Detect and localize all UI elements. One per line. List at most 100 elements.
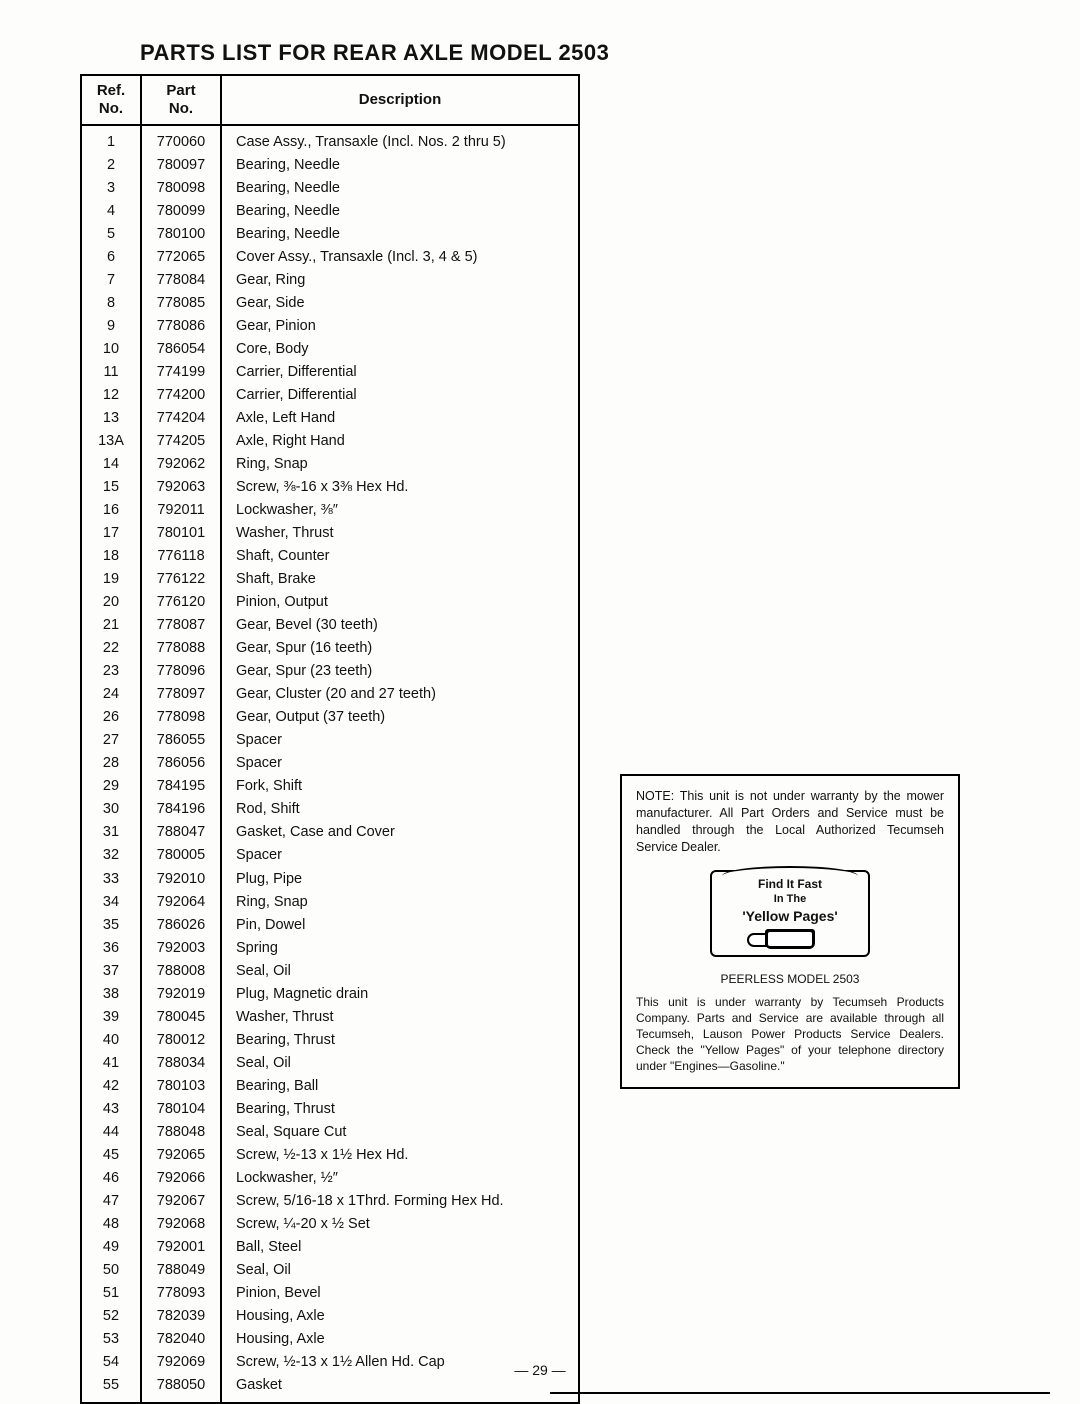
- cell-ref: 35: [81, 914, 141, 937]
- page-title: PARTS LIST FOR REAR AXLE MODEL 2503: [140, 40, 1030, 66]
- yp-line1: Find It Fast: [718, 876, 862, 892]
- table-row: 39780045Washer, Thrust: [81, 1006, 579, 1029]
- cell-ref: 50: [81, 1259, 141, 1282]
- cell-part: 788008: [141, 960, 221, 983]
- cell-part: 788034: [141, 1052, 221, 1075]
- table-row: 12774200Carrier, Differential: [81, 384, 579, 407]
- table-row: 4780099Bearing, Needle: [81, 200, 579, 223]
- yp-line2: In The: [718, 892, 862, 907]
- cell-ref: 6: [81, 246, 141, 269]
- cell-part: 792011: [141, 499, 221, 522]
- cell-desc: Bearing, Ball: [221, 1075, 579, 1098]
- cell-desc: Gear, Bevel (30 teeth): [221, 614, 579, 637]
- cell-part: 788047: [141, 821, 221, 844]
- cell-ref: 31: [81, 821, 141, 844]
- table-row: 2780097Bearing, Needle: [81, 154, 579, 177]
- table-row: 33792010Plug, Pipe: [81, 868, 579, 891]
- cell-part: 774199: [141, 361, 221, 384]
- table-row: 34792064Ring, Snap: [81, 891, 579, 914]
- cell-part: 776122: [141, 568, 221, 591]
- cell-desc: Ring, Snap: [221, 891, 579, 914]
- cell-desc: Plug, Pipe: [221, 868, 579, 891]
- cell-desc: Bearing, Thrust: [221, 1029, 579, 1052]
- table-row: 21778087Gear, Bevel (30 teeth): [81, 614, 579, 637]
- cell-desc: Washer, Thrust: [221, 522, 579, 545]
- table-row: 19776122Shaft, Brake: [81, 568, 579, 591]
- page-number: — 29 —: [0, 1362, 1080, 1378]
- cell-part: 792019: [141, 983, 221, 1006]
- cell-desc: Gear, Pinion: [221, 315, 579, 338]
- cell-ref: 48: [81, 1213, 141, 1236]
- table-row: 48792068Screw, ¼-20 x ½ Set: [81, 1213, 579, 1236]
- cell-part: 780098: [141, 177, 221, 200]
- cell-part: 780101: [141, 522, 221, 545]
- table-row: 7778084Gear, Ring: [81, 269, 579, 292]
- cell-ref: 4: [81, 200, 141, 223]
- table-row: 35786026Pin, Dowel: [81, 914, 579, 937]
- cell-desc: Shaft, Brake: [221, 568, 579, 591]
- cell-desc: Seal, Oil: [221, 1259, 579, 1282]
- cell-desc: Axle, Left Hand: [221, 407, 579, 430]
- cell-part: 778084: [141, 269, 221, 292]
- cell-desc: Housing, Axle: [221, 1328, 579, 1351]
- cell-desc: Gear, Spur (16 teeth): [221, 637, 579, 660]
- table-row: 8778085Gear, Side: [81, 292, 579, 315]
- cell-ref: 33: [81, 868, 141, 891]
- cell-ref: 51: [81, 1282, 141, 1305]
- cell-part: 776118: [141, 545, 221, 568]
- table-row: 30784196Rod, Shift: [81, 798, 579, 821]
- bottom-rule: [550, 1392, 1050, 1394]
- cell-ref: 1: [81, 125, 141, 154]
- cell-part: 778087: [141, 614, 221, 637]
- cell-part: 774204: [141, 407, 221, 430]
- cell-part: 780097: [141, 154, 221, 177]
- table-row: 18776118Shaft, Counter: [81, 545, 579, 568]
- table-row: 50788049Seal, Oil: [81, 1259, 579, 1282]
- cell-ref: 21: [81, 614, 141, 637]
- cell-desc: Spacer: [221, 844, 579, 867]
- cell-ref: 43: [81, 1098, 141, 1121]
- table-row: 51778093Pinion, Bevel: [81, 1282, 579, 1305]
- cell-ref: 42: [81, 1075, 141, 1098]
- cell-ref: 5: [81, 223, 141, 246]
- cell-ref: 19: [81, 568, 141, 591]
- table-row: 10786054Core, Body: [81, 338, 579, 361]
- cell-part: 786026: [141, 914, 221, 937]
- table-row: 55788050Gasket: [81, 1374, 579, 1403]
- yp-line3: 'Yellow Pages': [718, 907, 862, 926]
- table-row: 46792066Lockwasher, ½″: [81, 1167, 579, 1190]
- cell-part: 780045: [141, 1006, 221, 1029]
- cell-part: 792001: [141, 1236, 221, 1259]
- cell-part: 788049: [141, 1259, 221, 1282]
- book-icon: [765, 929, 815, 949]
- cell-ref: 53: [81, 1328, 141, 1351]
- cell-desc: Spacer: [221, 752, 579, 775]
- cell-desc: Pinion, Bevel: [221, 1282, 579, 1305]
- cell-part: 778097: [141, 683, 221, 706]
- cell-ref: 17: [81, 522, 141, 545]
- table-row: 17780101Washer, Thrust: [81, 522, 579, 545]
- table-row: 9778086Gear, Pinion: [81, 315, 579, 338]
- cell-desc: Lockwasher, ½″: [221, 1167, 579, 1190]
- cell-ref: 15: [81, 476, 141, 499]
- cell-part: 778096: [141, 660, 221, 683]
- cell-part: 792010: [141, 868, 221, 891]
- table-row: 49792001Ball, Steel: [81, 1236, 579, 1259]
- cell-ref: 14: [81, 453, 141, 476]
- cell-ref: 24: [81, 683, 141, 706]
- cell-part: 780104: [141, 1098, 221, 1121]
- table-row: 47792067Screw, 5/16-18 x 1Thrd. Forming …: [81, 1190, 579, 1213]
- cell-desc: Cover Assy., Transaxle (Incl. 3, 4 & 5): [221, 246, 579, 269]
- cell-ref: 8: [81, 292, 141, 315]
- cell-desc: Gear, Ring: [221, 269, 579, 292]
- cell-desc: Lockwasher, ⅜″: [221, 499, 579, 522]
- cell-part: 776120: [141, 591, 221, 614]
- cell-part: 792003: [141, 937, 221, 960]
- yellow-pages-box: Find It Fast In The 'Yellow Pages': [710, 870, 870, 958]
- table-row: 36792003Spring: [81, 937, 579, 960]
- cell-ref: 40: [81, 1029, 141, 1052]
- cell-ref: 38: [81, 983, 141, 1006]
- table-row: 6772065Cover Assy., Transaxle (Incl. 3, …: [81, 246, 579, 269]
- cell-desc: Bearing, Needle: [221, 200, 579, 223]
- cell-desc: Core, Body: [221, 338, 579, 361]
